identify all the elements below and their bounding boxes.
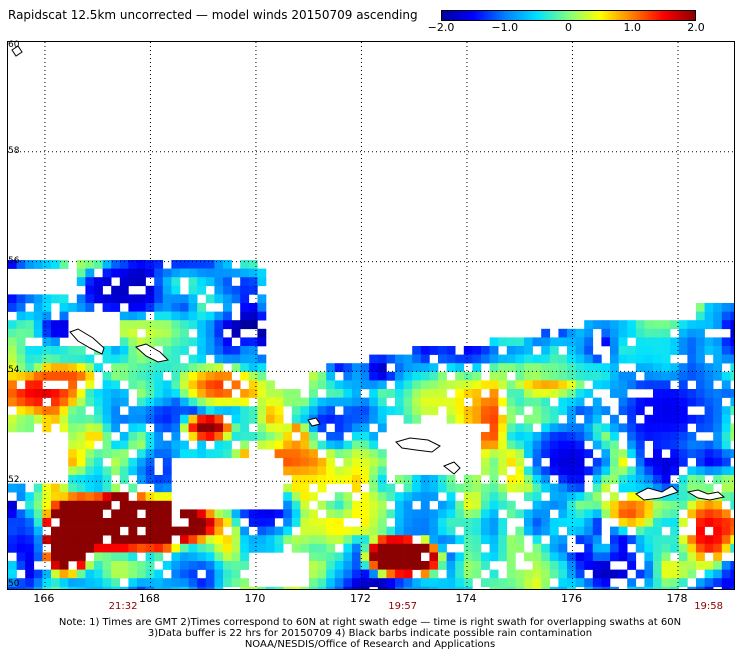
latitude-label: 56 bbox=[8, 255, 20, 266]
colorbar-tick-label: 1.0 bbox=[623, 21, 642, 34]
coastline bbox=[11, 45, 23, 57]
longitude-label: 176 bbox=[560, 592, 582, 605]
latitude-label: 60 bbox=[8, 40, 20, 50]
map-canvas bbox=[8, 42, 734, 589]
swath-time-label: 19:58 bbox=[694, 601, 724, 612]
swath-time-label: 21:32 bbox=[108, 601, 138, 612]
coastline bbox=[307, 417, 321, 427]
longitude-label: 168 bbox=[138, 592, 160, 605]
latitude-label: 58 bbox=[8, 145, 20, 156]
longitude-label: 172 bbox=[349, 592, 371, 605]
wind-difference-map bbox=[7, 41, 735, 590]
map-title: Rapidscat 12.5km uncorrected — model win… bbox=[8, 8, 418, 22]
notes: Note: 1) Times are GMT 2)Times correspon… bbox=[0, 617, 740, 650]
note-line-2: 3)Data buffer is 22 hrs for 20150709 4) … bbox=[147, 628, 593, 639]
longitude-label: 178 bbox=[666, 592, 688, 605]
latitude-label: 54 bbox=[8, 365, 20, 376]
swath-time-label: 19:57 bbox=[388, 601, 418, 612]
latitude-label: 52 bbox=[8, 475, 20, 486]
longitude-label: 166 bbox=[33, 592, 55, 605]
colorbar-tick-label: 0 bbox=[565, 21, 572, 34]
latitude-label: 50 bbox=[8, 579, 20, 589]
coastline bbox=[443, 461, 461, 475]
coastline bbox=[135, 343, 170, 363]
colorbar-tick-label: −2.0 bbox=[427, 21, 455, 34]
colorbar-tick-label: 2.0 bbox=[687, 21, 705, 34]
colorbar bbox=[441, 10, 696, 21]
colorbar-tick-label: −1.0 bbox=[491, 21, 519, 34]
coastline bbox=[686, 489, 726, 501]
coastline bbox=[635, 485, 679, 501]
note-line-3: NOAA/NESDIS/Office of Research and Appli… bbox=[244, 639, 496, 650]
longitude-label: 174 bbox=[455, 592, 477, 605]
note-line-1: Note: 1) Times are GMT 2)Times correspon… bbox=[58, 617, 682, 628]
coastline bbox=[395, 437, 441, 453]
coastline bbox=[69, 328, 105, 355]
longitude-label: 170 bbox=[244, 592, 266, 605]
